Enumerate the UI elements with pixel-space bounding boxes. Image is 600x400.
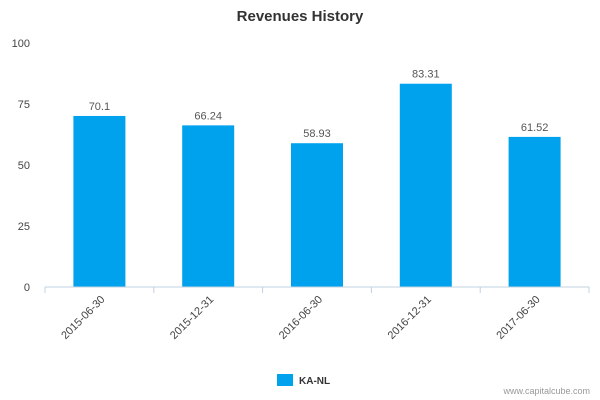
y-axis: 0 25 50 75 100: [12, 38, 30, 294]
bar-2017-06-30[interactable]: [508, 136, 561, 287]
value-label: 70.1: [89, 101, 110, 113]
bar-2015-12-31[interactable]: [182, 125, 235, 288]
x-tick-label: 2015-06-30: [59, 294, 107, 342]
y-tick-label: 100: [12, 38, 30, 50]
y-tick-label: 50: [18, 160, 30, 172]
x-tick-label: 2017-06-30: [494, 294, 542, 342]
value-label: 61.52: [521, 122, 549, 134]
bar-2016-12-31[interactable]: [399, 83, 452, 287]
legend-label-ka-nl: KA-NL: [299, 376, 330, 387]
x-tick-label: 2016-12-31: [386, 294, 434, 342]
x-axis: 2015-06-30 2015-12-31 2016-06-30 2016-12-31…: [44, 286, 590, 342]
y-tick-label: 0: [24, 282, 30, 294]
value-label: 83.31: [412, 69, 440, 81]
legend[interactable]: KA-NL: [277, 374, 330, 387]
value-label: 58.93: [303, 128, 331, 140]
x-tick-label: 2015-12-31: [168, 294, 216, 342]
credit-text: www.capitalcube.com: [502, 386, 590, 396]
y-tick-label: 75: [18, 99, 30, 111]
bar-2016-06-30[interactable]: [291, 143, 343, 287]
bar-2015-06-30[interactable]: [73, 115, 126, 288]
value-label: 66.24: [194, 110, 222, 122]
chart-title: Revenues History: [237, 8, 364, 25]
y-tick-label: 25: [18, 221, 30, 233]
legend-swatch-ka-nl: [277, 374, 293, 386]
x-tick-label: 2016-06-30: [277, 294, 325, 342]
bars: 70.1 66.24 58.93 83.31 61.52: [73, 69, 561, 288]
